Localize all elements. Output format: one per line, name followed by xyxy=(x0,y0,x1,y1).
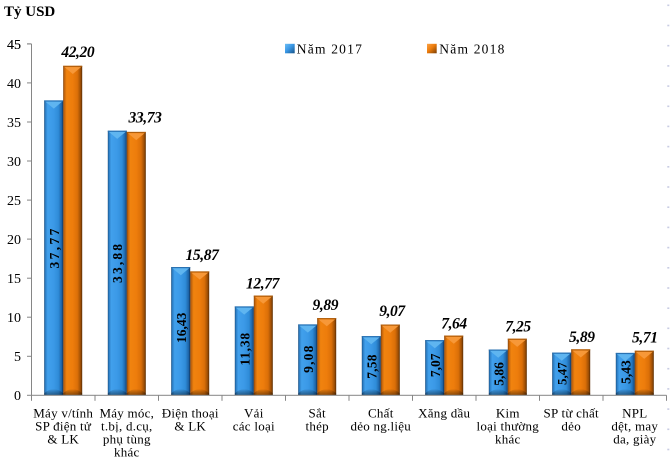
svg-text:SP từ chất: SP từ chất xyxy=(544,405,599,420)
svg-text:45: 45 xyxy=(7,38,21,53)
svg-text:40: 40 xyxy=(7,77,21,92)
svg-text:dệt, may: dệt, may xyxy=(611,418,658,433)
svg-text:dẻo: dẻo xyxy=(561,418,581,433)
svg-text:khác: khác xyxy=(114,444,140,459)
svg-text:dẻo ng.liệu: dẻo ng.liệu xyxy=(351,418,412,433)
svg-text:5,86: 5,86 xyxy=(491,362,506,386)
svg-text:35: 35 xyxy=(7,116,21,131)
svg-text:9,07: 9,07 xyxy=(379,303,406,320)
svg-text:Sắt: Sắt xyxy=(309,405,327,420)
svg-text:thép: thép xyxy=(306,418,329,433)
svg-text:15: 15 xyxy=(7,272,21,287)
svg-text:loại thường: loại thường xyxy=(477,418,540,433)
svg-text:Điện thoại: Điện thoại xyxy=(162,405,219,420)
svg-text:7,64: 7,64 xyxy=(441,316,467,333)
svg-text:12,77: 12,77 xyxy=(246,275,281,292)
svg-text:20: 20 xyxy=(7,233,21,248)
svg-text:37,77: 37,77 xyxy=(47,226,62,268)
svg-text:Kim: Kim xyxy=(496,405,520,420)
svg-text:& LK: & LK xyxy=(174,418,206,433)
svg-text:& LK: & LK xyxy=(47,431,79,446)
svg-text:t.bị, d.cụ,: t.bị, d.cụ, xyxy=(101,418,153,433)
svg-text:Máy móc,: Máy móc, xyxy=(99,405,154,420)
svg-text:16,43: 16,43 xyxy=(174,312,189,343)
svg-text:Vải: Vải xyxy=(244,405,264,420)
svg-text:SP điện tử: SP điện tử xyxy=(35,418,92,433)
svg-text:10: 10 xyxy=(7,311,21,326)
svg-text:5: 5 xyxy=(14,350,21,365)
svg-text:Chất: Chất xyxy=(368,405,394,420)
svg-text:33,88: 33,88 xyxy=(110,242,125,283)
svg-text:Tỷ USD: Tỷ USD xyxy=(4,4,55,20)
svg-text:42,20: 42,20 xyxy=(60,44,95,61)
svg-text:khác: khác xyxy=(495,431,521,446)
svg-text:9,89: 9,89 xyxy=(313,297,339,314)
svg-text:Xăng dầu: Xăng dầu xyxy=(418,405,470,420)
svg-text:15,87: 15,87 xyxy=(186,247,221,264)
svg-text:30: 30 xyxy=(7,155,21,170)
svg-text:5,43: 5,43 xyxy=(618,360,633,384)
svg-text:0: 0 xyxy=(14,389,21,404)
svg-text:5,89: 5,89 xyxy=(569,329,595,346)
svg-text:25: 25 xyxy=(7,194,21,209)
svg-text:Năm 2017: Năm 2017 xyxy=(297,42,363,57)
svg-text:5,71: 5,71 xyxy=(632,329,658,346)
svg-text:45: 45 xyxy=(7,38,21,53)
svg-text:Máy v/tính: Máy v/tính xyxy=(33,405,93,420)
svg-text:phụ tùng: phụ tùng xyxy=(103,431,151,446)
svg-text:7,25: 7,25 xyxy=(505,319,531,336)
svg-text:7,07: 7,07 xyxy=(428,353,443,377)
svg-text:NPL: NPL xyxy=(622,405,647,420)
svg-text:các loại: các loại xyxy=(233,418,275,433)
svg-text:9,08: 9,08 xyxy=(301,344,316,372)
svg-text:33,73: 33,73 xyxy=(128,109,163,126)
svg-text:Năm 2018: Năm 2018 xyxy=(439,42,505,57)
svg-text:da, giày: da, giày xyxy=(613,431,656,446)
svg-text:11,38: 11,38 xyxy=(237,332,252,366)
svg-text:5,47: 5,47 xyxy=(555,362,570,385)
svg-text:7,58: 7,58 xyxy=(364,354,379,378)
